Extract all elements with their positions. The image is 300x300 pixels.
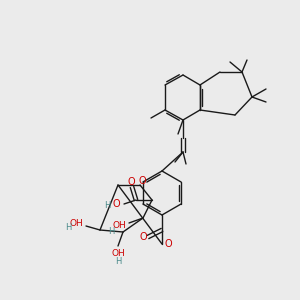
- Text: H: H: [108, 227, 114, 236]
- Text: O: O: [127, 177, 135, 187]
- Text: O: O: [164, 239, 172, 249]
- Text: OH: OH: [112, 221, 126, 230]
- Text: O: O: [139, 232, 147, 242]
- Text: H: H: [65, 224, 71, 232]
- Text: H: H: [104, 202, 110, 211]
- Text: OH: OH: [111, 250, 125, 259]
- Text: O: O: [112, 199, 120, 209]
- Text: O: O: [138, 176, 146, 186]
- Text: H: H: [115, 257, 121, 266]
- Text: OH: OH: [69, 220, 83, 229]
